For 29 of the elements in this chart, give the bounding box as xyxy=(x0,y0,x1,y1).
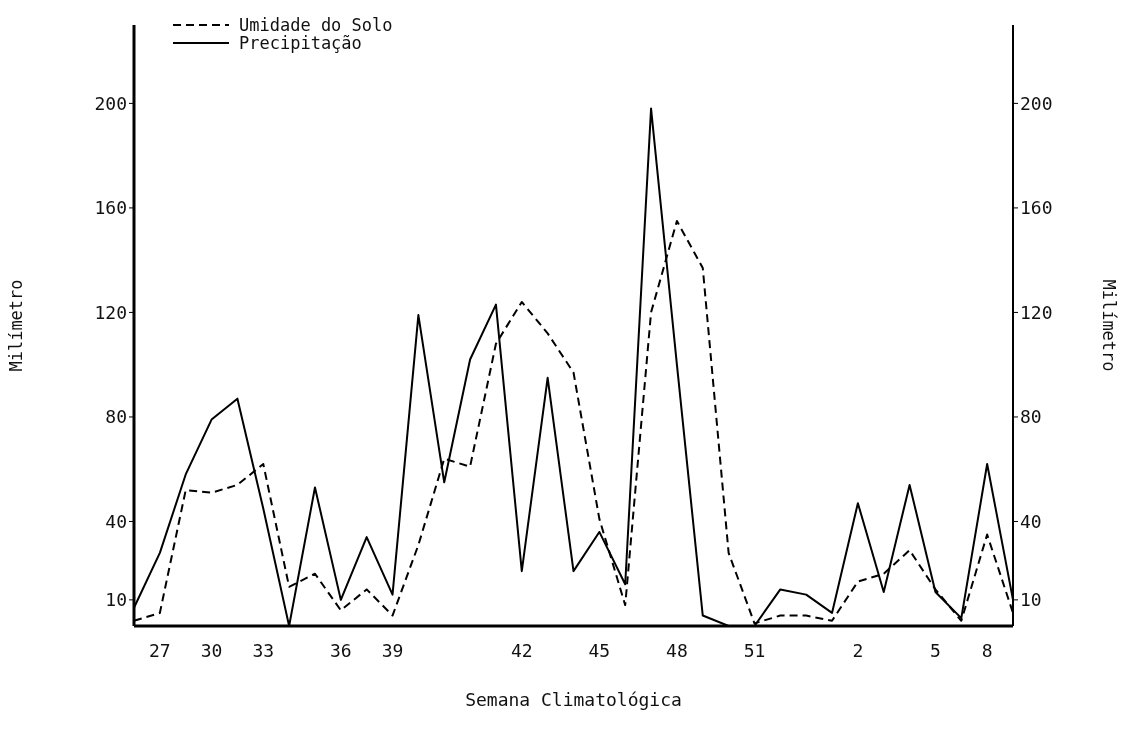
x-tick-label: 33 xyxy=(252,639,275,661)
x-tick-label: 39 xyxy=(381,639,404,661)
x-axis-title: Semana Climatológica xyxy=(465,689,682,710)
y-tick-label: 120 xyxy=(94,301,127,323)
x-tick-label: 5 xyxy=(930,639,941,661)
y2-tick-label: 160 xyxy=(1020,197,1053,219)
x-tick-label: 45 xyxy=(588,639,611,661)
y2-tick-label: 200 xyxy=(1020,92,1053,114)
x-tick-label: 27 xyxy=(149,639,171,661)
x-tick-label: 36 xyxy=(329,639,352,661)
y2-tick-label: 120 xyxy=(1020,301,1053,323)
y2-tick-label: 80 xyxy=(1020,406,1042,428)
y-axis-title: Milímetro xyxy=(6,279,27,372)
x-tick-label: 30 xyxy=(200,639,223,661)
y2-tick-label: 40 xyxy=(1020,510,1042,532)
y-tick-label: 80 xyxy=(105,406,127,428)
y2-axis-title: Milímetro xyxy=(1098,279,1119,372)
y-tick-label: 10 xyxy=(105,589,127,611)
y2-tick-label: 10 xyxy=(1020,589,1042,611)
legend-label: Precipitação xyxy=(239,33,362,53)
x-tick-label: 51 xyxy=(743,639,766,661)
y-tick-label: 200 xyxy=(94,92,127,114)
x-tick-label: 2 xyxy=(852,639,864,661)
legend-label: Umidade do Solo xyxy=(239,15,393,35)
x-tick-label: 42 xyxy=(510,639,533,661)
x-tick-label: 48 xyxy=(666,639,688,661)
y-tick-label: 160 xyxy=(94,197,127,219)
x-tick-label: 8 xyxy=(981,639,993,661)
y-tick-label: 40 xyxy=(105,510,127,532)
